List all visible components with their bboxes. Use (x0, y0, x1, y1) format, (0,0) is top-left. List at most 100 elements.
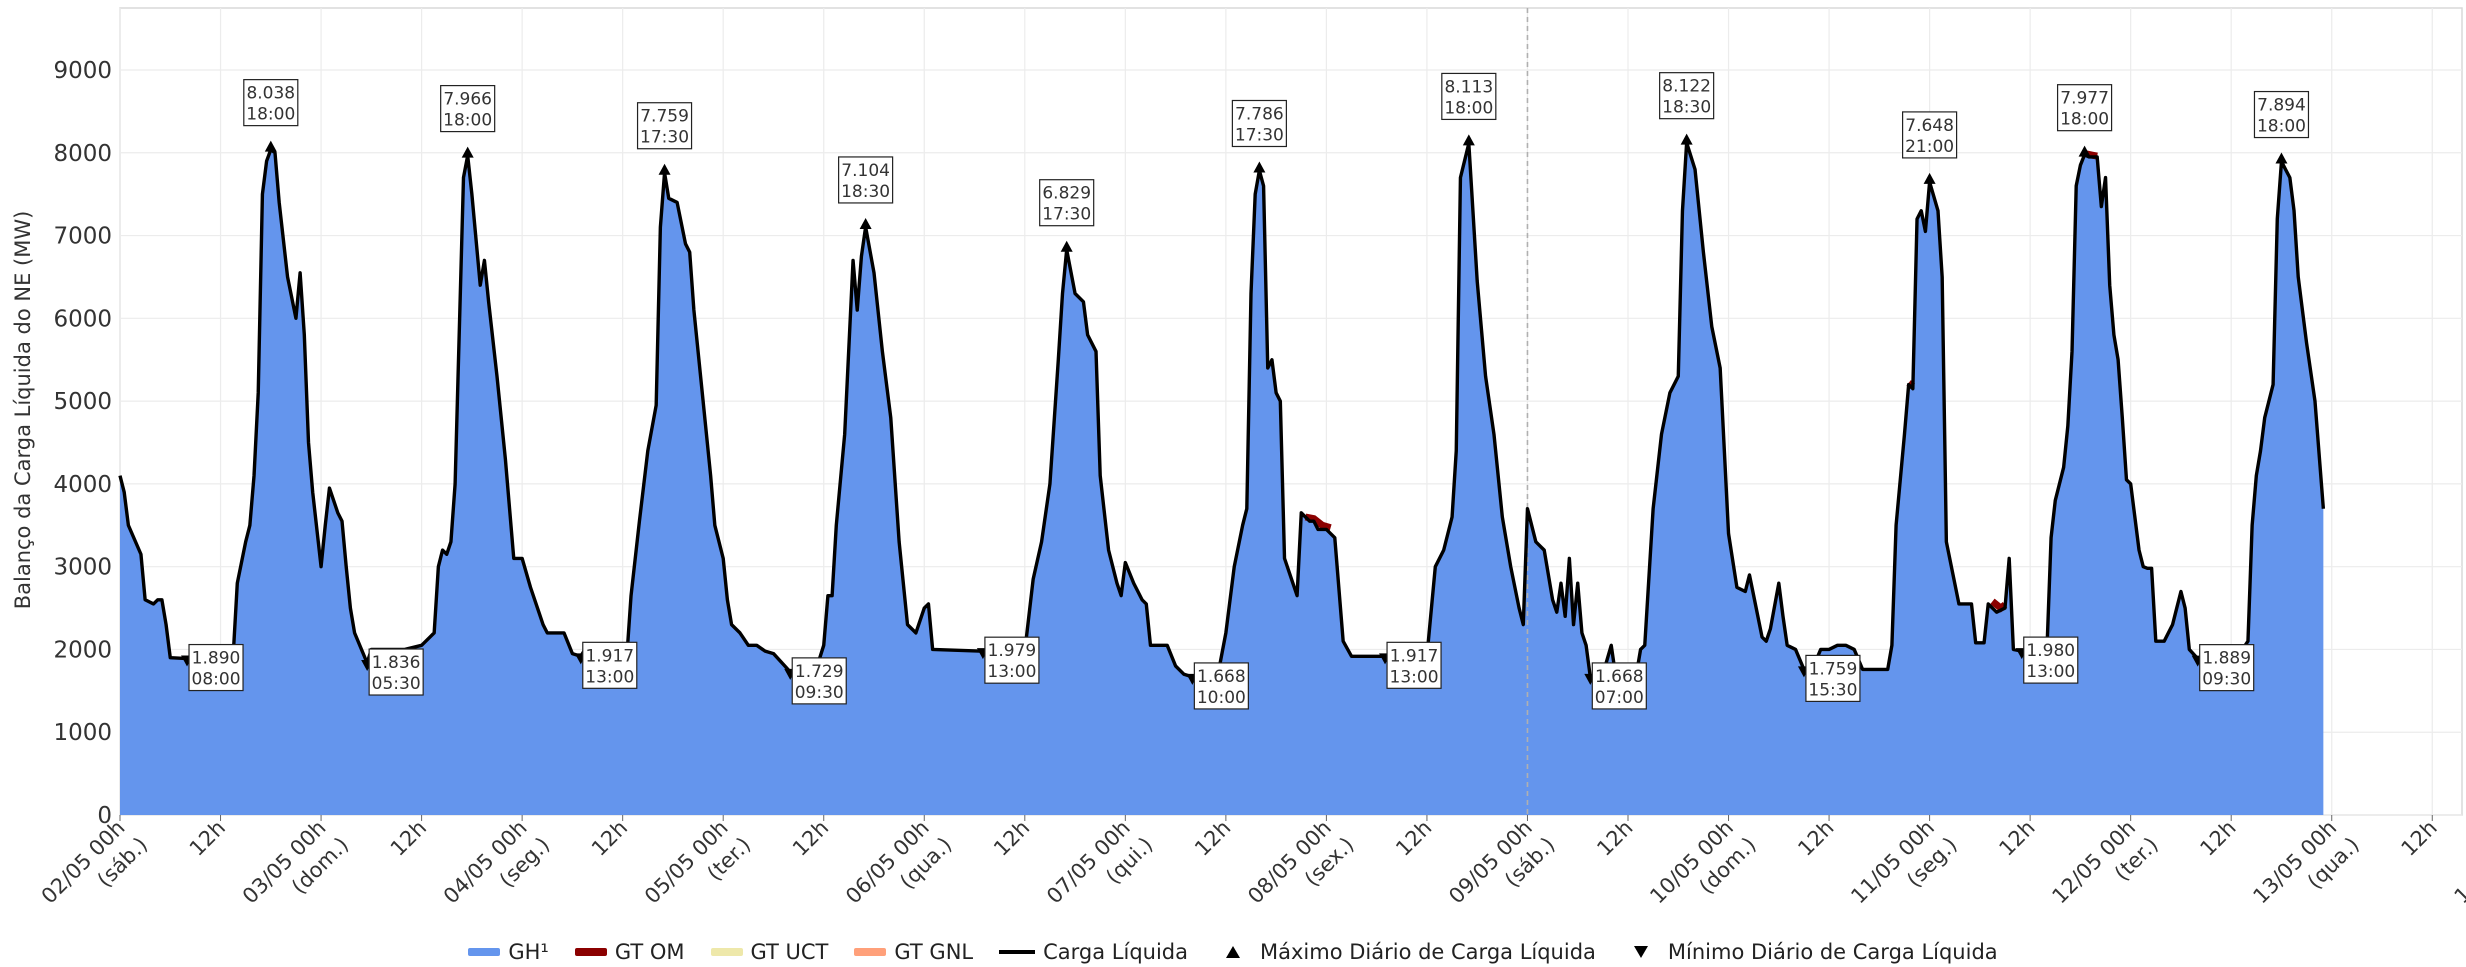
legend-item: GT GNL (854, 940, 973, 964)
gh-area (120, 142, 2324, 815)
annotation-value: 7.759 (640, 107, 689, 127)
annotation-box (1659, 72, 1715, 120)
legend-symbol (999, 950, 1036, 954)
legend-label: GT GNL (894, 940, 974, 964)
annotation-time: 07:00 (1595, 688, 1644, 708)
y-tick-label: 6000 (53, 306, 112, 332)
annotation-time: 18:30 (1662, 98, 1711, 118)
annotation-box (791, 657, 847, 705)
x-tick-label: 12h (1391, 816, 1436, 861)
legend: GH¹ GT OM GT UCT GT GNL Carga Líquida Máximo … (0, 938, 2466, 966)
annotation-box (1231, 99, 1287, 148)
annotation-box (1901, 111, 1958, 159)
annotation-box (1386, 641, 1442, 689)
annotation-value: 1.889 (2202, 649, 2251, 669)
legend-symbol (574, 948, 607, 956)
max-marker (461, 146, 474, 158)
y-tick-label: 7000 (53, 224, 112, 250)
max-marker (1680, 133, 1693, 145)
x-tick-group: 12/05 00h(ter.) (2047, 816, 2162, 909)
max-marker (2275, 152, 2288, 164)
annotation-value: 7.977 (2060, 89, 2109, 109)
annotation-value: 1.979 (988, 641, 1037, 661)
annotation-box (1193, 662, 1249, 710)
x-tick-group: 12h (1190, 816, 1235, 861)
x-tick-group: 07/05 00h(qui.) (1042, 816, 1157, 909)
annotation-value: 7.104 (841, 161, 890, 181)
annotation-box (2023, 636, 2079, 684)
annotation-box (1591, 662, 1647, 710)
x-tick-group: 14/05 00h(qui.) (2450, 816, 2466, 909)
x-tick-label: 12h (587, 816, 632, 861)
x-tick-group: 09/05 00h(sáb.) (1444, 816, 1559, 909)
annotation-time: 10:00 (1197, 688, 1246, 708)
annotation-box (838, 156, 894, 204)
annotation-time: 17:30 (640, 128, 689, 148)
annotation-box (243, 79, 299, 127)
x-tick-group: 08/05 00h(sex.) (1243, 816, 1358, 909)
annotation-time: 13:00 (585, 667, 634, 687)
x-tick-group: 12h (185, 816, 230, 861)
x-tick-label: 12h (2397, 816, 2442, 861)
y-tick-label: 3000 (53, 555, 112, 581)
annotation-box (440, 84, 496, 133)
x-tick-group: 12h (1793, 816, 1838, 861)
x-tick-group: 12h (386, 816, 431, 861)
max-marker (1923, 172, 1936, 184)
annotation-time: 13:00 (1390, 667, 1439, 687)
legend-label: Mínimo Diário de Carga Líquida (1667, 940, 1998, 964)
legend-item: GH¹ (468, 940, 549, 964)
x-tick-group: 12h (587, 816, 632, 861)
x-tick-group: 10/05 00h(dom.) (1645, 816, 1760, 909)
annotation-value: 1.668 (1595, 667, 1644, 687)
annotation-box (368, 648, 424, 696)
legend-item: Carga Líquida (999, 940, 1188, 964)
legend-symbol (854, 948, 887, 956)
annotation-value: 1.890 (192, 649, 241, 669)
annotation-box (2056, 84, 2113, 132)
annotation-time: 08:00 (192, 670, 241, 690)
annotation-time: 17:30 (1235, 125, 1284, 145)
annotation-time: 21:00 (1905, 137, 1954, 157)
annotation-time: 05:30 (372, 674, 421, 694)
annotation-time: 18:00 (246, 105, 295, 125)
y-axis-ticks: 0 1000 2000 3000 4000 5000 6000 7000 8000 9000 (53, 58, 112, 829)
gt-om-area (1990, 598, 2008, 613)
annotation-value: 1.917 (1390, 646, 1439, 666)
x-tick-label: 14/05 00h (2450, 816, 2466, 909)
annotation-time: 09:30 (795, 683, 844, 703)
annotation-value: 8.122 (1662, 77, 1711, 97)
legend-item: GT OM (574, 940, 685, 964)
legend-symbol (1633, 946, 1648, 958)
legend-item: GT UCT (710, 940, 829, 964)
legend-label: GH¹ (508, 940, 549, 964)
max-marker (1462, 134, 1475, 146)
x-tick-group: 12h (989, 816, 1034, 861)
annotation-box (2199, 644, 2255, 692)
annotation-time: 18:00 (2060, 110, 2109, 130)
x-tick-label: 12h (788, 816, 833, 861)
x-axis-ticks: 02/05 00h(sáb.) 12h 03/05 00h(dom.) 12h 04/0… (37, 815, 2466, 909)
x-tick-group: 04/05 00h(seg.) (439, 816, 554, 909)
annotation-time: 18:00 (2257, 117, 2306, 137)
legend-item: Mínimo Diário de Carga Líquida (1622, 940, 1998, 964)
annotation-time: 09:30 (2202, 670, 2251, 690)
y-tick-label: 2000 (53, 637, 112, 663)
legend-label: GT UCT (750, 940, 829, 964)
legend-label: Carga Líquida (1043, 940, 1188, 964)
x-tick-group: 12h (2195, 816, 2240, 861)
legend-label: Máximo Diário de Carga Líquida (1260, 940, 1596, 964)
annotation-value: 1.759 (1809, 659, 1858, 679)
